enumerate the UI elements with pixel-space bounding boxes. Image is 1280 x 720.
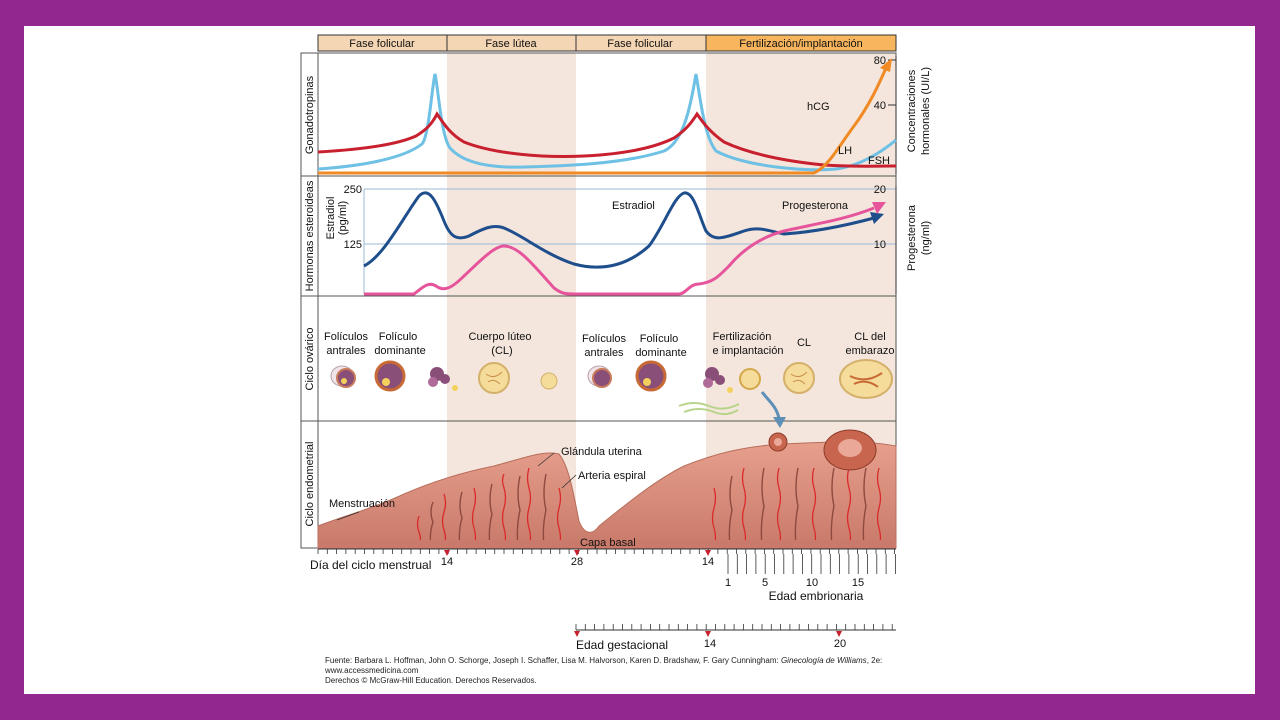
fsh-curve xyxy=(317,73,897,172)
antral-follicles-2 xyxy=(587,365,612,388)
stage-fertilization-l2: e implantación xyxy=(713,345,784,357)
stage-antral-2-l2: antrales xyxy=(584,347,624,359)
ovarian-panel: Folículos antrales Folículo dominante Cu… xyxy=(324,331,894,428)
label-uterine-gland: Glándula uterina xyxy=(561,446,643,458)
gonad-tick-80: 80 xyxy=(874,55,886,67)
progesterone-tick-10: 10 xyxy=(874,239,886,251)
credit-book-title: Ginecología de Williams xyxy=(780,656,867,665)
dominant-follicle-1 xyxy=(374,360,406,392)
ovulation-follicle-2 xyxy=(678,367,740,416)
credit-url[interactable]: www.accessmedicina.com xyxy=(325,666,419,675)
corpus-luteum-2 xyxy=(783,362,815,394)
stage-fertilization-l1: Fertilización xyxy=(713,331,772,343)
implanting-blastocyst-small xyxy=(768,432,788,452)
hcg-arrowhead xyxy=(880,58,892,72)
estradiol-curve xyxy=(363,191,875,269)
stage-cl-2: CL xyxy=(797,337,811,349)
embryo-age-1: 1 xyxy=(725,577,731,589)
label-lh: LH xyxy=(838,145,852,157)
phase-header: Fase folicular Fase lútea Fase folicular… xyxy=(317,34,897,52)
estradiol-axis-label-2: (pg/ml) xyxy=(337,201,349,235)
gonad-axis-label-1: Concentraciones xyxy=(906,69,918,152)
progesterone-curve xyxy=(364,206,875,296)
gonad-tick-40: 40 xyxy=(874,100,886,112)
credit-line-1: Fuente: Barbara L. Hoffman, John O. Scho… xyxy=(325,656,883,665)
label-steroid-hormones: Hormonas esteroideas xyxy=(304,180,316,291)
progesterone-axis-label-1: Progesterona xyxy=(906,204,918,271)
implantation-arrow xyxy=(760,391,781,419)
gest-age-20: 20 xyxy=(834,638,846,650)
estradiol-arrowhead xyxy=(870,212,884,224)
corpus-albicans-1 xyxy=(540,372,558,390)
label-spiral-artery: Arteria espiral xyxy=(578,470,646,482)
implantation-arrowhead xyxy=(773,417,786,428)
label-ovarian-cycle: Ciclo ovárico xyxy=(304,328,316,391)
label-endometrial-cycle: Ciclo endometrial xyxy=(304,442,316,527)
spiral-arteries xyxy=(416,467,882,549)
antral-follicles-1 xyxy=(330,365,356,388)
label-basal-layer: Capa basal xyxy=(580,537,636,549)
oocyte xyxy=(739,368,761,390)
label-gonadotropins: Gonadotropinas xyxy=(304,75,316,154)
estradiol-tick-250: 250 xyxy=(344,184,362,196)
corpus-luteum-pregnancy xyxy=(839,359,893,399)
stage-cl-l1: Cuerpo lúteo xyxy=(469,331,532,343)
gest-age-14: 14 xyxy=(704,638,716,650)
label-embryonic-age: Edad embrionaria xyxy=(769,589,864,603)
gonadotropin-panel: 80 40 Concentraciones hormonales (UI/L) … xyxy=(317,55,932,175)
ovulation-follicle-1 xyxy=(428,367,458,391)
stage-dominant-1-l2: dominante xyxy=(374,345,425,357)
menstrual-day-14b: 14 xyxy=(702,556,714,568)
estradiol-tick-125: 125 xyxy=(344,239,362,251)
embryo-age-5: 5 xyxy=(762,577,768,589)
endometrial-panel: Menstruación Glándula uterina Arteria es… xyxy=(317,429,897,549)
embryonic-age-axis: 1 5 10 15 Edad embrionaria xyxy=(725,554,896,603)
stage-cl-pregnancy-l2: embarazo xyxy=(846,345,895,357)
gonad-axis-label-2: hormonales (UI/L) xyxy=(920,67,932,155)
label-menstruation: Menstruación xyxy=(329,498,395,510)
menstrual-day-14: 14 xyxy=(441,556,453,568)
uterine-glands xyxy=(429,467,867,547)
stage-dominant-1-l1: Folículo xyxy=(379,331,418,343)
stage-antral-1-l1: Folículos xyxy=(324,331,369,343)
label-menstrual-day: Día del ciclo menstrual xyxy=(310,558,431,572)
estradiol-axis-label-1: Estradiol xyxy=(325,197,337,240)
slide: Fase folicular Fase lútea Fase folicular… xyxy=(24,26,1255,694)
stage-cl-l2: (CL) xyxy=(491,345,512,357)
stage-cl-pregnancy-l1: CL del xyxy=(854,331,885,343)
source-credit: Fuente: Barbara L. Hoffman, John O. Scho… xyxy=(325,656,985,686)
phase-follicular-2: Fase folicular xyxy=(607,38,673,50)
progesterone-tick-20: 20 xyxy=(874,184,886,196)
phase-luteal: Fase lútea xyxy=(485,38,537,50)
progesterone-arrowhead xyxy=(872,202,886,214)
corpus-luteum-1 xyxy=(478,362,510,394)
stage-dominant-2-l1: Folículo xyxy=(640,333,679,345)
menstrual-cycle-figure: Fase folicular Fase lútea Fase folicular… xyxy=(300,34,932,652)
dominant-follicle-2 xyxy=(635,360,667,392)
label-estradiol: Estradiol xyxy=(612,200,655,212)
basal-layer xyxy=(318,540,896,548)
stage-antral-2-l1: Folículos xyxy=(582,333,627,345)
hcg-curve xyxy=(318,67,888,175)
phase-follicular-1: Fase folicular xyxy=(349,38,415,50)
implanted-embryo xyxy=(823,429,877,471)
lh-curve xyxy=(317,111,897,168)
steroid-panel: 250 125 Estradiol (pg/ml) 20 10 Progeste… xyxy=(325,184,932,296)
stage-antral-1-l2: antrales xyxy=(326,345,366,357)
menstrual-day-28: 28 xyxy=(571,556,583,568)
menstrual-day-axis: Día del ciclo menstrual 14 28 14 xyxy=(310,548,896,572)
label-fsh: FSH xyxy=(868,155,890,167)
label-hcg: hCG xyxy=(807,101,830,113)
label-progesterone: Progesterona xyxy=(782,200,849,212)
embryo-age-15: 15 xyxy=(852,577,864,589)
credit-copyright: Derechos © McGraw-Hill Education. Derech… xyxy=(325,676,537,685)
embryo-age-10: 10 xyxy=(806,577,818,589)
gestational-age-axis: Edad gestacional 14 20 xyxy=(574,624,896,652)
progesterone-axis-label-2: (ng/ml) xyxy=(920,221,932,255)
label-gestational-age: Edad gestacional xyxy=(576,638,668,652)
stage-dominant-2-l2: dominante xyxy=(635,347,686,359)
phase-fertilization: Fertilización/implantación xyxy=(739,38,863,50)
